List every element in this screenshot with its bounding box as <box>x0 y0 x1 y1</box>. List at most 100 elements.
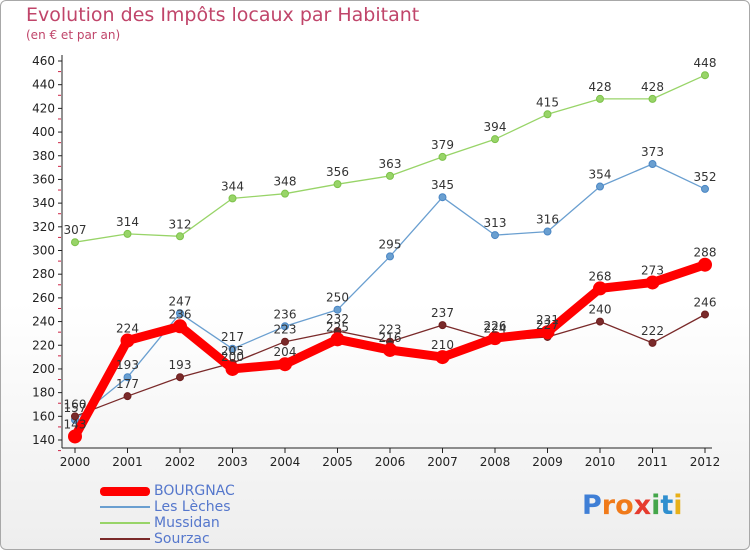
data-label: 222 <box>641 324 664 338</box>
data-point-mussidan <box>281 189 289 198</box>
data-label: 236 <box>274 307 297 321</box>
data-point-mussidan <box>438 152 447 161</box>
data-point-sourzac <box>596 317 604 326</box>
data-point-sourzac <box>648 338 657 347</box>
x-tick-label: 2003 <box>217 455 248 469</box>
data-label: 240 <box>589 303 612 317</box>
y-tick-label: 140 <box>32 433 55 447</box>
data-point-les-l-ches <box>228 344 237 353</box>
data-point-bourgnac <box>383 342 397 357</box>
y-tick-label: 360 <box>32 172 55 186</box>
y-tick-label: 240 <box>32 315 55 329</box>
y-tick-label: 340 <box>32 196 55 210</box>
y-tick-label: 420 <box>32 101 55 115</box>
data-point-bourgnac <box>225 361 240 376</box>
data-label: 356 <box>326 165 349 179</box>
data-label: 394 <box>484 120 507 134</box>
data-point-mussidan <box>596 94 604 103</box>
data-label: 415 <box>536 95 559 109</box>
data-label: 316 <box>536 213 559 227</box>
data-label: 223 <box>274 323 297 337</box>
data-label: 143 <box>64 417 87 431</box>
data-label: 224 <box>116 322 139 336</box>
data-point-bourgnac <box>435 350 450 365</box>
legend-label: Mussidan <box>154 515 220 531</box>
data-point-mussidan <box>71 238 79 247</box>
data-label: 227 <box>536 318 559 332</box>
data-point-les-l-ches <box>701 184 709 193</box>
data-label: 307 <box>64 223 87 237</box>
data-label: 204 <box>274 345 297 359</box>
logo-letter: x <box>633 490 652 521</box>
data-label: 200 <box>221 350 244 364</box>
x-tick-label: 2008 <box>480 455 511 469</box>
data-point-sourzac <box>701 310 709 319</box>
data-label: 373 <box>641 145 664 159</box>
data-point-sourzac <box>176 373 184 382</box>
y-tick-label: 160 <box>32 409 55 423</box>
data-point-les-l-ches <box>596 182 604 191</box>
data-point-bourgnac <box>330 332 345 347</box>
x-tick-label: 2012 <box>690 455 721 469</box>
logo-letter: i <box>673 490 683 521</box>
data-label: 428 <box>641 80 664 94</box>
data-label: 288 <box>694 246 717 260</box>
data-point-les-l-ches <box>648 160 657 169</box>
x-tick-label: 2006 <box>375 455 406 469</box>
y-tick-label: 460 <box>32 54 55 68</box>
data-point-mussidan <box>491 135 499 144</box>
data-point-sourzac <box>71 412 79 421</box>
logo-letter: o <box>615 490 634 521</box>
data-label: 157 <box>64 401 87 415</box>
data-label: 247 <box>169 294 192 308</box>
data-point-les-l-ches <box>281 322 289 331</box>
x-tick-label: 2001 <box>112 455 143 469</box>
data-label: 354 <box>589 168 612 182</box>
x-tick-label: 2007 <box>427 455 458 469</box>
data-label: 205 <box>221 344 244 358</box>
data-label: 236 <box>169 307 192 321</box>
data-label: 224 <box>484 322 507 336</box>
data-point-bourgnac <box>645 275 660 290</box>
logo-letter: P <box>582 490 602 521</box>
data-label: 295 <box>379 237 402 251</box>
data-point-bourgnac <box>173 319 187 334</box>
legend-label: Les Lèches <box>154 499 231 515</box>
data-point-les-l-ches <box>491 231 499 240</box>
legend-swatch <box>100 522 150 524</box>
logo-letter: t <box>660 490 674 521</box>
data-label: 273 <box>641 263 664 277</box>
data-point-mussidan <box>701 71 709 80</box>
x-tick-label: 2009 <box>532 455 563 469</box>
data-point-bourgnac <box>698 257 712 272</box>
chart-subtitle: (en € et par an) <box>26 28 121 42</box>
legend-swatch <box>100 506 150 508</box>
data-label: 428 <box>589 80 612 94</box>
data-point-les-l-ches <box>333 305 342 314</box>
y-tick-label: 440 <box>32 78 55 92</box>
data-point-les-l-ches <box>123 373 132 382</box>
data-point-les-l-ches <box>386 252 394 261</box>
data-label: 250 <box>326 291 349 305</box>
data-label: 312 <box>169 217 192 231</box>
data-point-sourzac <box>281 337 289 346</box>
y-tick-label: 180 <box>32 386 55 400</box>
data-point-mussidan <box>176 232 184 241</box>
y-tick-label: 400 <box>32 125 55 139</box>
y-tick-label: 320 <box>32 220 55 234</box>
data-label: 232 <box>326 312 349 326</box>
data-point-bourgnac <box>540 325 555 340</box>
y-tick-label: 260 <box>32 291 55 305</box>
data-point-les-l-ches <box>438 193 447 202</box>
data-point-mussidan <box>543 110 552 119</box>
data-point-les-l-ches <box>176 309 184 318</box>
data-point-mussidan <box>386 171 394 180</box>
data-point-bourgnac <box>120 333 135 348</box>
data-label: 231 <box>536 313 559 327</box>
data-label: 210 <box>431 338 454 352</box>
legend-swatch <box>100 486 150 496</box>
data-label: 160 <box>64 397 87 411</box>
y-tick-label: 380 <box>32 149 55 163</box>
